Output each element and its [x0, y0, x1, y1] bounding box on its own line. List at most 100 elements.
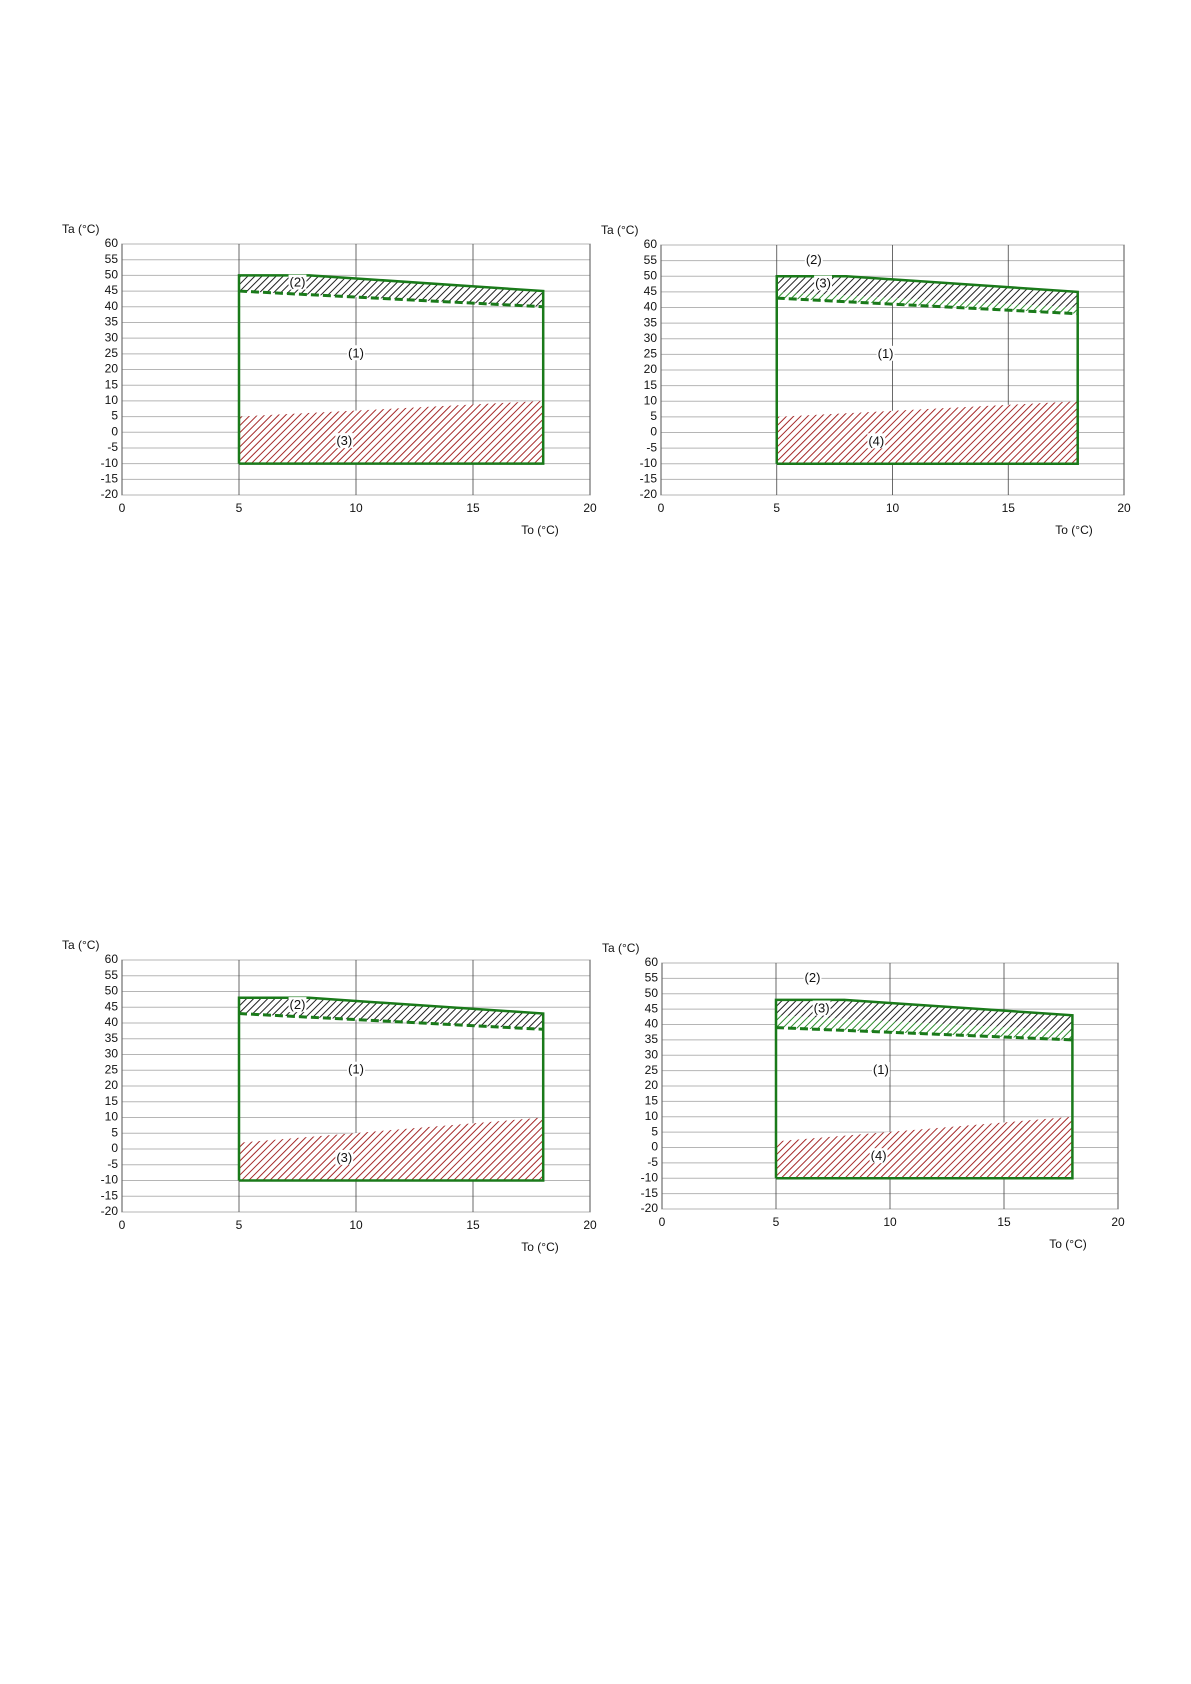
annotation: (2) [806, 252, 822, 267]
annotation-bg [814, 275, 832, 291]
y-tick-label: 50 [644, 268, 658, 282]
y-tick-label: 50 [105, 268, 119, 282]
y-tick-label: -15 [101, 471, 119, 485]
y-tick-label: 20 [645, 1078, 659, 1092]
y-tick-label: 5 [111, 409, 118, 423]
y-tick-label: 0 [111, 1141, 118, 1155]
y-tick-label: 55 [105, 968, 119, 982]
hatch-region [776, 276, 1078, 308]
y-tick-label: 30 [105, 330, 119, 344]
annotation: (2) [290, 275, 306, 290]
x-tick-label: 20 [583, 1218, 597, 1232]
annotation: (1) [348, 345, 364, 360]
annotation: (3) [815, 276, 831, 291]
x-tick-label: 15 [466, 1218, 480, 1232]
y-tick-label: 15 [105, 1094, 119, 1108]
annotation: (3) [814, 1001, 830, 1016]
x-tick-label: 5 [773, 501, 780, 515]
y-tick-label: 25 [105, 346, 119, 360]
y-tick-label: -20 [640, 487, 658, 501]
y-tick-label: 20 [644, 362, 658, 376]
y-tick-label: -15 [641, 1186, 659, 1200]
x-tick-label: 5 [773, 1215, 780, 1229]
y-tick-label: 50 [105, 984, 119, 998]
annotation: (2) [805, 970, 821, 985]
y-tick-label: -5 [646, 440, 657, 454]
dashed-region [238, 289, 544, 309]
y-tick-label: 35 [645, 1032, 659, 1046]
x-tick-label: 15 [997, 1215, 1011, 1229]
y-tick-label: 25 [645, 1063, 659, 1077]
dashed-region [776, 296, 1078, 316]
y-tick-label: 40 [105, 1015, 119, 1029]
hatch-region [239, 997, 544, 1030]
y-tick-label: 5 [651, 1124, 658, 1138]
outline-region [237, 996, 545, 1182]
hatch-region [239, 400, 544, 464]
x-tick-label: 15 [1002, 501, 1016, 515]
y-tick-label: 20 [105, 1078, 119, 1092]
y-axis-label: Ta (°C) [62, 222, 99, 236]
hatch-region [776, 1015, 1073, 1040]
y-tick-label: -10 [101, 456, 119, 470]
annotation: (2) [290, 997, 306, 1012]
y-tick-label: 60 [644, 237, 658, 251]
y-axis-label: Ta (°C) [602, 941, 639, 955]
y-tick-label: -10 [101, 1173, 119, 1187]
hatch-region [776, 291, 1078, 314]
y-tick-label: -5 [107, 440, 118, 454]
y-tick-label: 10 [105, 393, 119, 407]
y-tick-label: 55 [644, 253, 658, 267]
outline-region [775, 275, 1079, 465]
annotation: (1) [878, 346, 894, 361]
x-tick-label: 0 [659, 1215, 666, 1229]
annotation-bg [876, 345, 895, 361]
x-axis-label: To (°C) [1055, 523, 1092, 537]
y-tick-label: 0 [650, 425, 657, 439]
annotation-bg [347, 345, 365, 361]
x-tick-label: 10 [886, 501, 900, 515]
y-tick-label: 15 [645, 1094, 659, 1108]
annotation-bg [335, 1149, 354, 1165]
y-tick-label: -5 [647, 1155, 658, 1169]
x-axis-label: To (°C) [521, 1240, 558, 1254]
y-tick-label: 45 [105, 283, 119, 297]
y-tick-label: 60 [105, 952, 119, 966]
outline-region [774, 998, 1074, 1180]
y-tick-label: 40 [645, 1017, 659, 1031]
y-tick-label: 40 [644, 300, 658, 314]
dashed-region [238, 1012, 544, 1031]
x-tick-label: 10 [883, 1215, 897, 1229]
annotation: (1) [873, 1062, 889, 1077]
annotation-bg [867, 433, 886, 449]
y-tick-label: 30 [645, 1047, 659, 1061]
y-tick-label: 45 [644, 284, 658, 298]
annotation-bg [288, 274, 307, 290]
annotation-bg [804, 252, 823, 268]
x-tick-label: 5 [236, 1218, 243, 1232]
annotation-bg [812, 1000, 831, 1016]
y-tick-label: 20 [105, 362, 119, 376]
hatch-region [239, 1117, 544, 1181]
y-axis-label: Ta (°C) [62, 938, 99, 952]
y-tick-label: 45 [105, 999, 119, 1013]
x-tick-label: 20 [1111, 1215, 1125, 1229]
y-tick-label: 45 [645, 1001, 659, 1015]
y-tick-label: -20 [641, 1201, 659, 1215]
x-axis-label: To (°C) [1049, 1237, 1086, 1251]
y-tick-label: 5 [111, 1125, 118, 1139]
x-tick-label: 10 [349, 501, 363, 515]
hatch-region [776, 999, 1073, 1031]
outline-region [237, 274, 545, 465]
y-tick-label: 35 [644, 315, 658, 329]
hatch-region [776, 401, 1078, 464]
y-tick-label: 30 [644, 331, 658, 345]
y-tick-label: 35 [105, 1031, 119, 1045]
y-tick-label: 0 [651, 1140, 658, 1154]
y-tick-label: -20 [101, 1204, 119, 1218]
y-tick-label: 25 [105, 1062, 119, 1076]
y-tick-label: 40 [105, 299, 119, 313]
x-axis-label: To (°C) [521, 523, 558, 537]
x-tick-label: 0 [119, 1218, 126, 1232]
